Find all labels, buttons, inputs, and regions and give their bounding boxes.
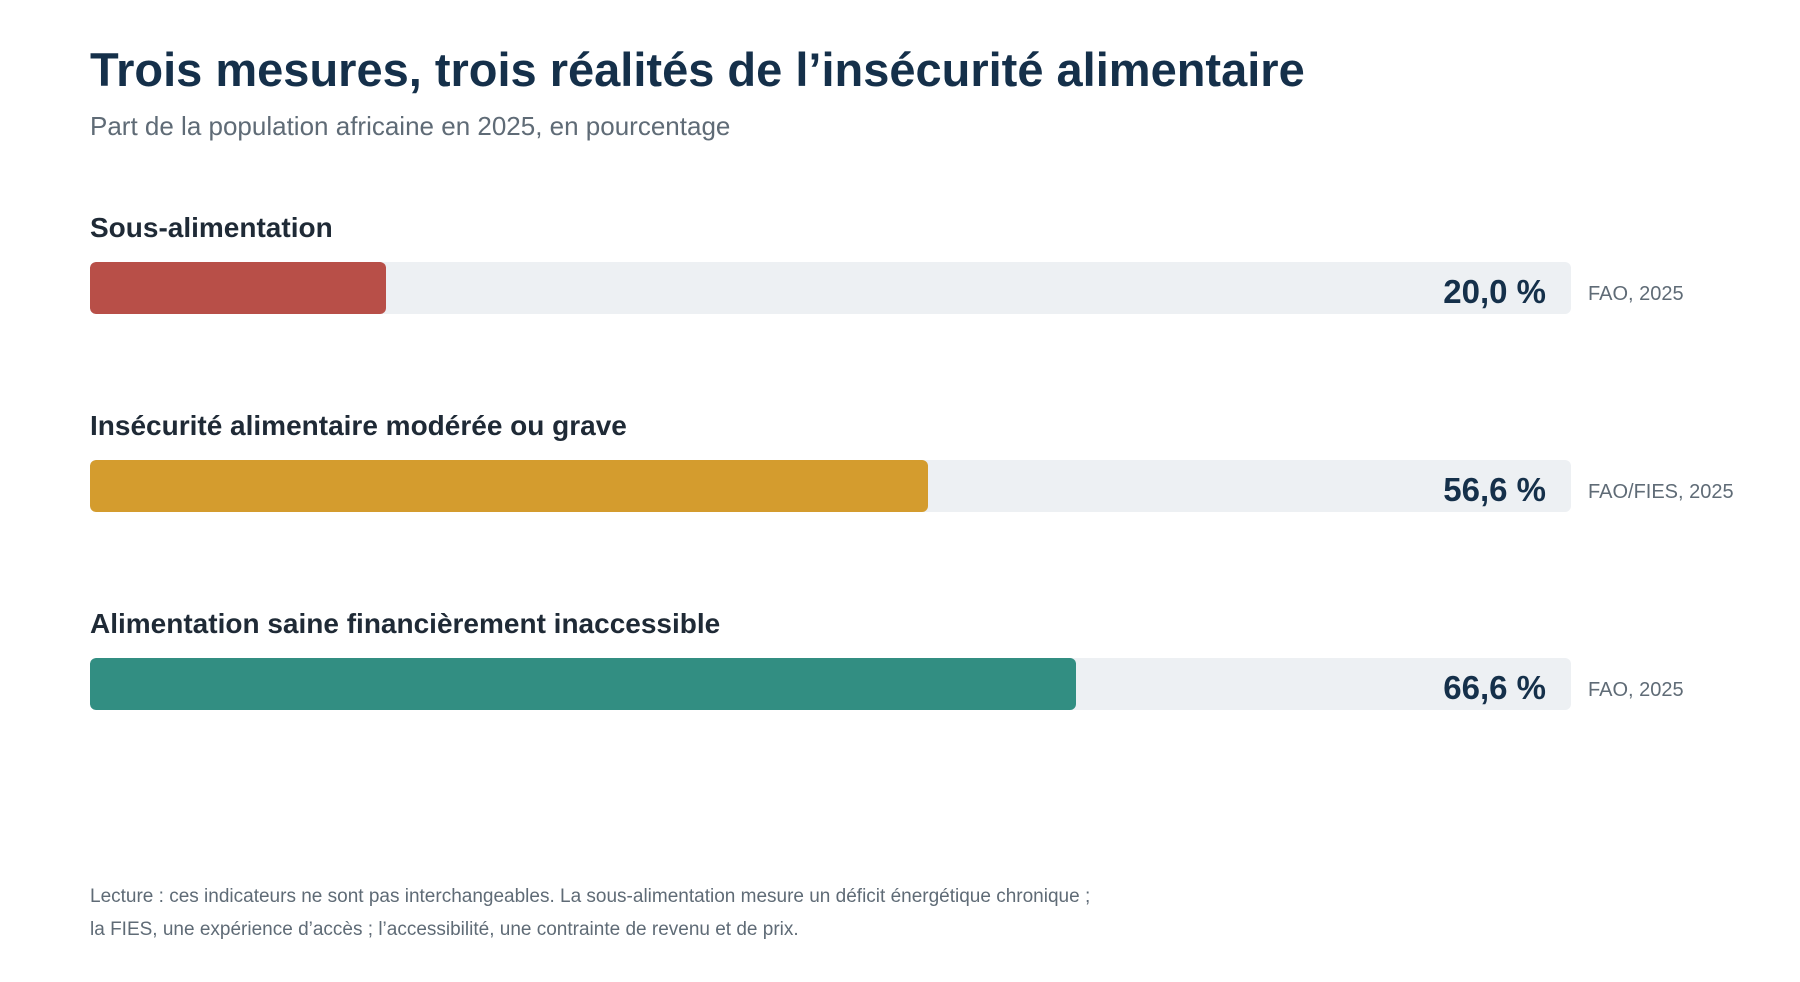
bar-value-label: 20,0 % bbox=[1443, 273, 1546, 310]
bar-track: 66,6 % bbox=[90, 658, 1571, 710]
reading-note: Lecture : ces indicateurs ne sont pas in… bbox=[90, 880, 1090, 946]
bar-source: FAO/FIES, 2025 bbox=[1588, 481, 1734, 503]
bar-fill bbox=[90, 658, 1077, 710]
bar-fill bbox=[90, 262, 387, 314]
bar-label: Sous-alimentation bbox=[90, 212, 333, 243]
bar-value-label: 66,6 % bbox=[1443, 669, 1546, 706]
bar-value-label: 56,6 % bbox=[1443, 471, 1546, 508]
bar-track: 20,0 % bbox=[90, 262, 1571, 314]
bar-label: Insécurité alimentaire modérée ou grave bbox=[90, 410, 627, 441]
bar-fill bbox=[90, 460, 929, 512]
reading-note-line: Lecture : ces indicateurs ne sont pas in… bbox=[90, 886, 1091, 907]
bar-group-sous-alimentation: Sous-alimentation 20,0 % FAO, 2025 bbox=[90, 210, 1740, 340]
bar-group-alimentation-saine: Alimentation saine financièrement inacce… bbox=[90, 606, 1740, 736]
bar-group-insecurite: Insécurité alimentaire modérée ou grave … bbox=[90, 408, 1740, 538]
bar-track: 56,6 % bbox=[90, 460, 1571, 512]
bar-source: FAO, 2025 bbox=[1588, 283, 1684, 305]
bar-source: FAO, 2025 bbox=[1588, 679, 1684, 701]
chart-title: Trois mesures, trois réalités de l’inséc… bbox=[90, 43, 1305, 96]
chart-subtitle: Part de la population africaine en 2025,… bbox=[90, 111, 731, 141]
reading-note-line: la FIES, une expérience d’accès ; l’acce… bbox=[90, 919, 799, 940]
bar-label: Alimentation saine financièrement inacce… bbox=[90, 608, 721, 639]
